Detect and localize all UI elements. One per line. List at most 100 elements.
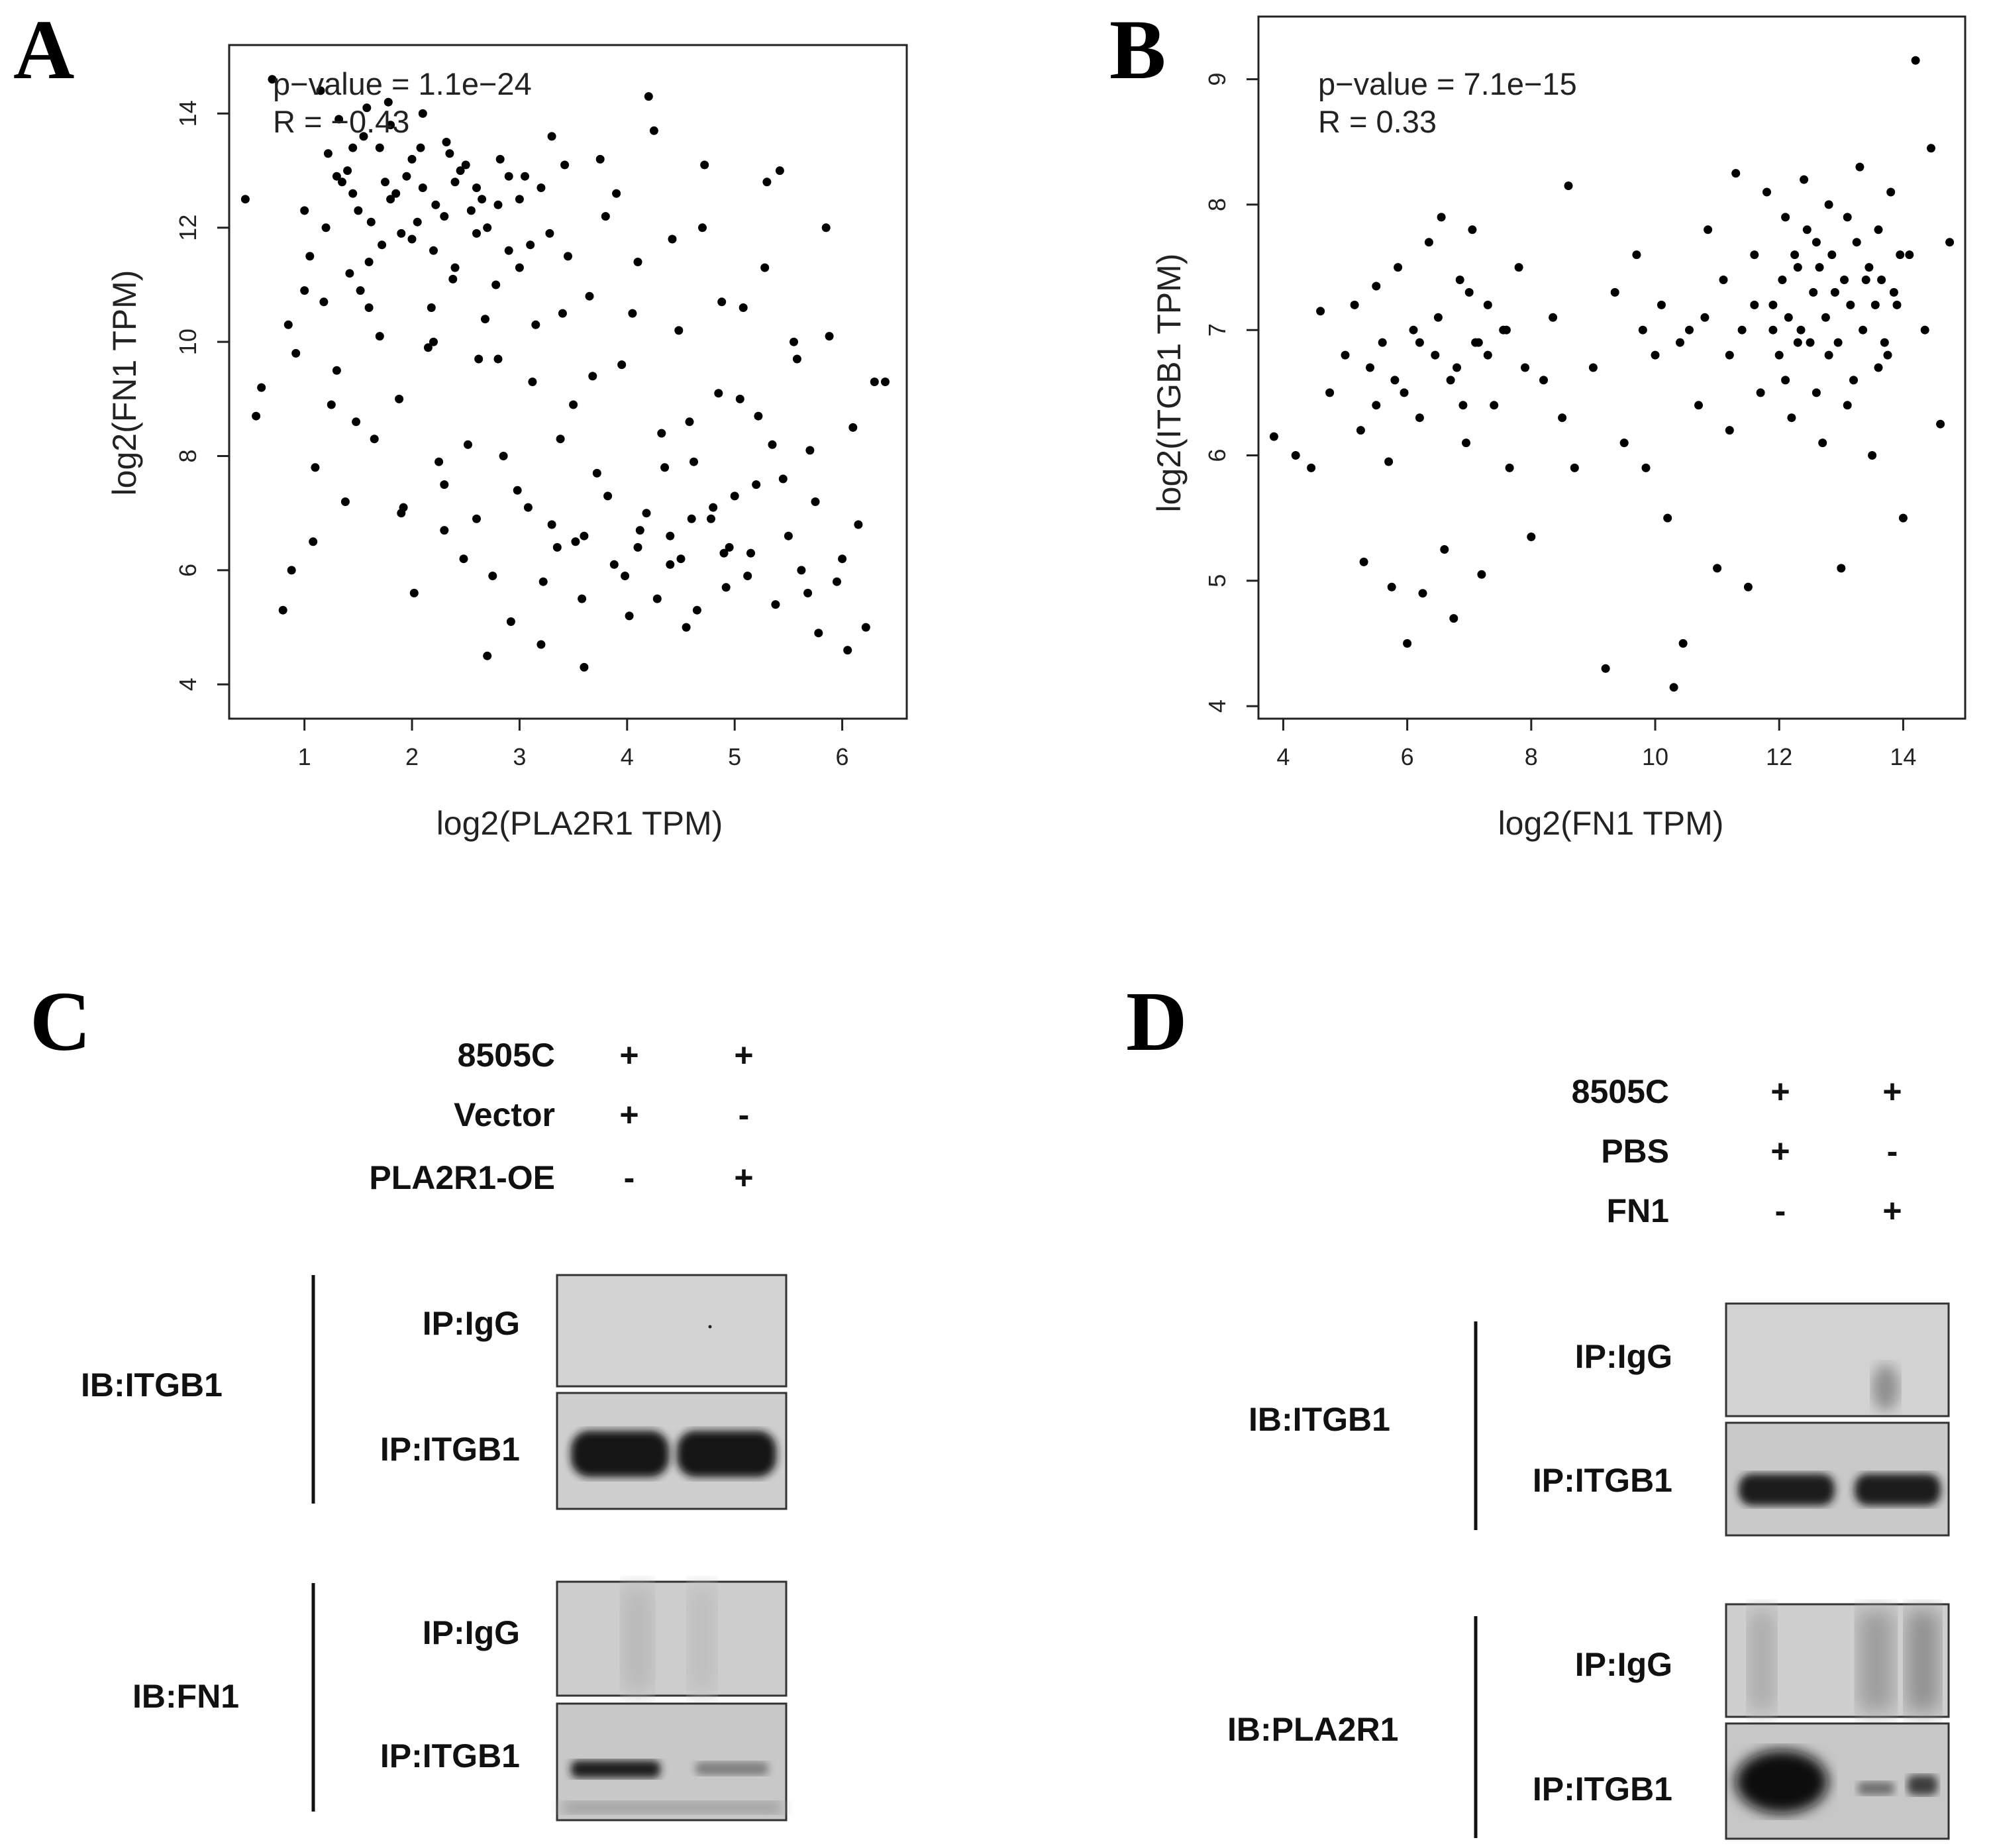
ib-label: IB:ITGB1 [1249,1401,1390,1438]
data-point [366,217,376,227]
data-point [381,178,389,187]
data-point [1818,438,1827,448]
data-point [778,474,788,484]
data-point [495,154,505,164]
data-point [1790,250,1800,260]
data-point [1920,325,1929,334]
blot-smear [689,1586,715,1692]
data-point [397,509,406,518]
condition-sign: - [1775,1192,1786,1229]
data-point [1676,338,1684,347]
data-point [556,435,565,444]
conditions-table-d: 8505C + + PBS + - FN1 - + [1572,1073,1902,1229]
x-tick-label: 8 [1525,743,1538,770]
data-point [1796,325,1806,334]
data-point [739,303,748,312]
blot-band [1908,1775,1937,1795]
blot-band [677,1431,776,1477]
scatter-points-b [1269,56,1955,692]
data-point [552,542,562,552]
data-point [362,103,372,113]
data-point [391,189,401,198]
data-point [1471,338,1480,347]
data-point [515,195,524,204]
blot-speck [708,1325,712,1329]
data-point [1462,438,1470,448]
data-point [352,417,361,427]
data-point [356,286,365,295]
data-point [721,583,731,592]
data-point [784,531,793,540]
data-point [287,566,296,575]
data-point [601,212,610,221]
data-point [821,223,831,232]
data-point [257,383,266,392]
data-point [1859,325,1868,334]
data-point [1657,300,1666,309]
data-point [1756,388,1765,397]
data-point [278,605,287,615]
data-point [1725,350,1734,360]
data-point [531,320,540,329]
data-point [1468,225,1477,234]
blot-band [571,1431,669,1477]
condition-sign: + [1882,1073,1902,1110]
blot-membrane [556,1580,788,1697]
data-point [1824,350,1833,360]
data-point [316,86,325,95]
data-point [483,651,492,660]
condition-sign: + [1882,1192,1902,1229]
data-point [1830,287,1839,297]
data-point [609,560,619,569]
data-point [364,303,374,312]
data-point [1601,664,1610,673]
data-point [1892,300,1902,309]
blot-smear [563,1802,782,1814]
blot-smear [1872,1364,1899,1411]
data-point [1651,350,1660,360]
data-point [1802,225,1812,234]
data-point [1394,263,1403,272]
data-point [1774,350,1784,360]
data-point [434,457,444,466]
data-point [547,520,556,529]
data-point [528,378,537,386]
p-value-a: p−value = 1.1e−24 [273,66,532,101]
data-point [1880,338,1889,347]
data-point [687,514,696,523]
data-point [338,178,346,187]
blot-smear [1906,1610,1939,1712]
condition-sign: + [1770,1073,1790,1110]
data-point [472,229,481,238]
data-point [383,97,393,107]
blot-membrane [1725,1302,1950,1417]
data-point [445,149,454,158]
x-tick-label: 5 [728,743,741,770]
data-point [635,526,644,535]
data-point [1763,187,1771,197]
data-point [709,503,718,512]
y-tick-label: 5 [1203,574,1231,588]
data-point [472,183,481,192]
western-blot-d-pla2r1: IB:PLA2R1 IP:IgG IP:ITGB1 [1227,1603,1950,1840]
data-point [797,566,806,575]
data-point [291,348,301,358]
data-point [481,315,489,324]
data-point [1812,238,1821,247]
data-point [1849,376,1858,385]
data-point [354,206,363,215]
data-point [660,463,670,472]
data-point [617,360,627,370]
ip-label: IP:ITGB1 [1533,1462,1672,1499]
data-point [612,189,621,198]
data-point [450,178,460,187]
data-point [685,417,694,427]
data-point [1477,570,1486,579]
data-point [1725,426,1734,435]
data-point [578,594,587,603]
data-point [513,486,522,495]
data-point [803,588,813,597]
x-tick-label: 4 [621,743,634,770]
data-point [1896,250,1905,260]
data-point [760,263,770,272]
